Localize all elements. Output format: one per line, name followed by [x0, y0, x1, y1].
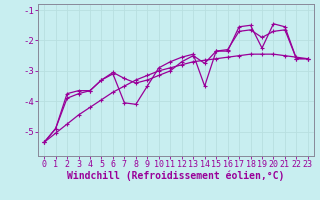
X-axis label: Windchill (Refroidissement éolien,°C): Windchill (Refroidissement éolien,°C): [67, 171, 285, 181]
